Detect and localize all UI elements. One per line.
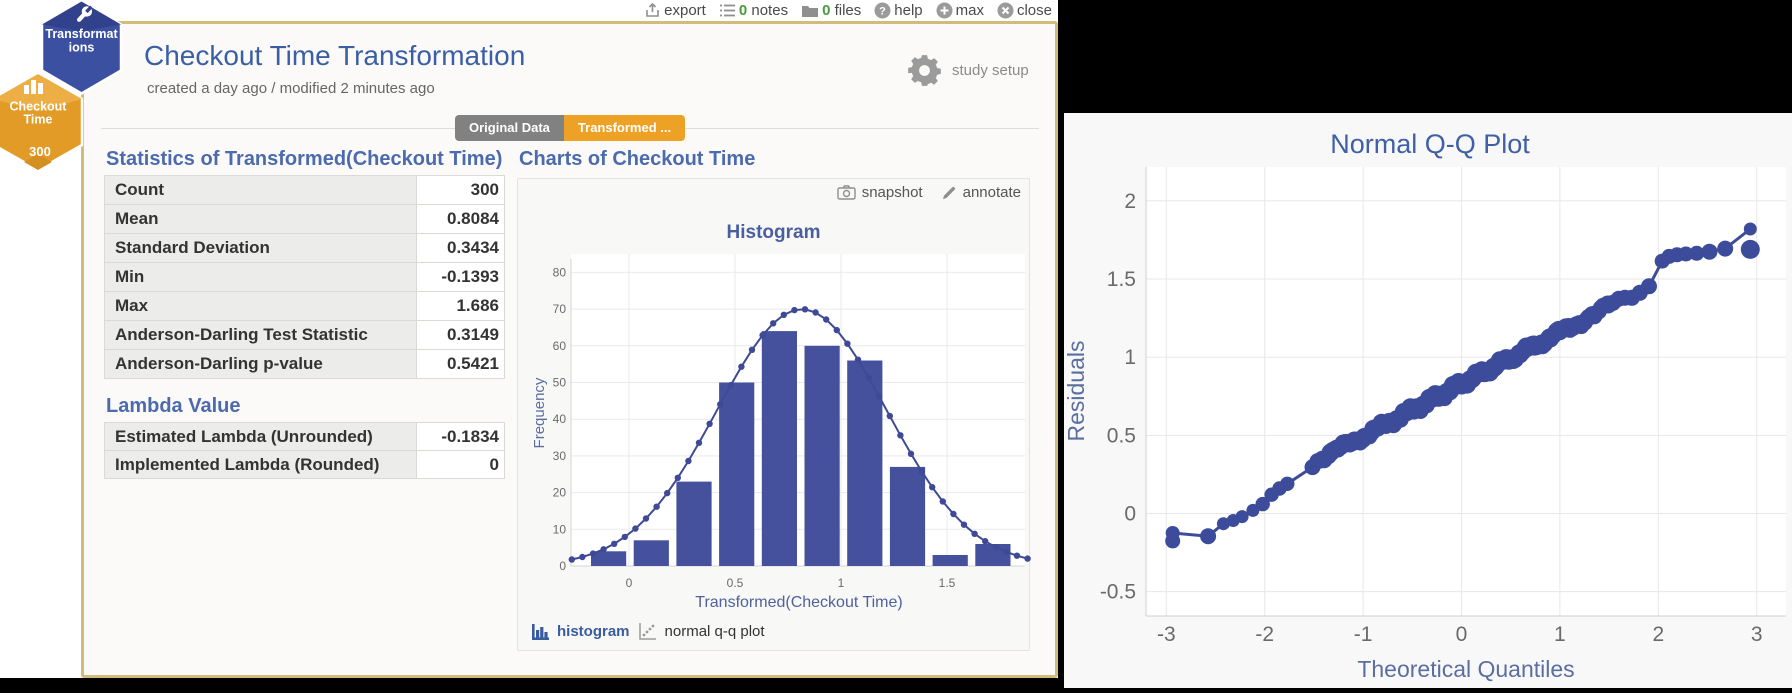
svg-text:Frequency: Frequency [531, 377, 548, 448]
svg-text:1.5: 1.5 [939, 576, 956, 590]
svg-text:50: 50 [553, 376, 567, 390]
svg-text:1: 1 [1554, 623, 1566, 646]
svg-text:-0.5: -0.5 [1100, 581, 1136, 604]
svg-text:30: 30 [553, 449, 567, 463]
svg-text:300: 300 [29, 144, 51, 159]
svg-text:Time: Time [24, 113, 53, 127]
svg-text:-2: -2 [1255, 623, 1274, 646]
svg-text:3: 3 [1751, 623, 1763, 646]
svg-text:80: 80 [553, 265, 567, 279]
svg-text:40: 40 [553, 412, 567, 426]
svg-text:1.5: 1.5 [1107, 268, 1136, 291]
svg-text:Transformed(Checkout Time): Transformed(Checkout Time) [695, 594, 902, 611]
svg-text:0: 0 [559, 559, 566, 573]
svg-text:?: ? [879, 6, 886, 18]
svg-text:0.5: 0.5 [1107, 424, 1136, 447]
svg-text:-1: -1 [1354, 623, 1373, 646]
svg-text:2: 2 [1124, 190, 1136, 213]
svg-text:ions: ions [69, 41, 95, 55]
svg-text:-3: -3 [1157, 623, 1176, 646]
svg-text:60: 60 [553, 339, 567, 353]
svg-text:10: 10 [553, 522, 567, 536]
svg-text:1: 1 [1124, 346, 1136, 369]
svg-text:0: 0 [1456, 623, 1468, 646]
svg-text:70: 70 [553, 302, 567, 316]
svg-text:Residuals: Residuals [1064, 341, 1089, 442]
svg-text:Theoretical Quantiles: Theoretical Quantiles [1357, 656, 1574, 682]
svg-text:Transformat: Transformat [45, 27, 118, 41]
svg-text:2: 2 [1652, 623, 1664, 646]
svg-text:Checkout: Checkout [10, 100, 68, 114]
svg-text:0.5: 0.5 [727, 576, 744, 590]
svg-text:20: 20 [553, 486, 567, 500]
svg-text:0: 0 [626, 576, 633, 590]
svg-text:1: 1 [838, 576, 845, 590]
svg-text:Normal Q-Q Plot: Normal Q-Q Plot [1330, 129, 1530, 159]
svg-text:0: 0 [1124, 503, 1136, 526]
